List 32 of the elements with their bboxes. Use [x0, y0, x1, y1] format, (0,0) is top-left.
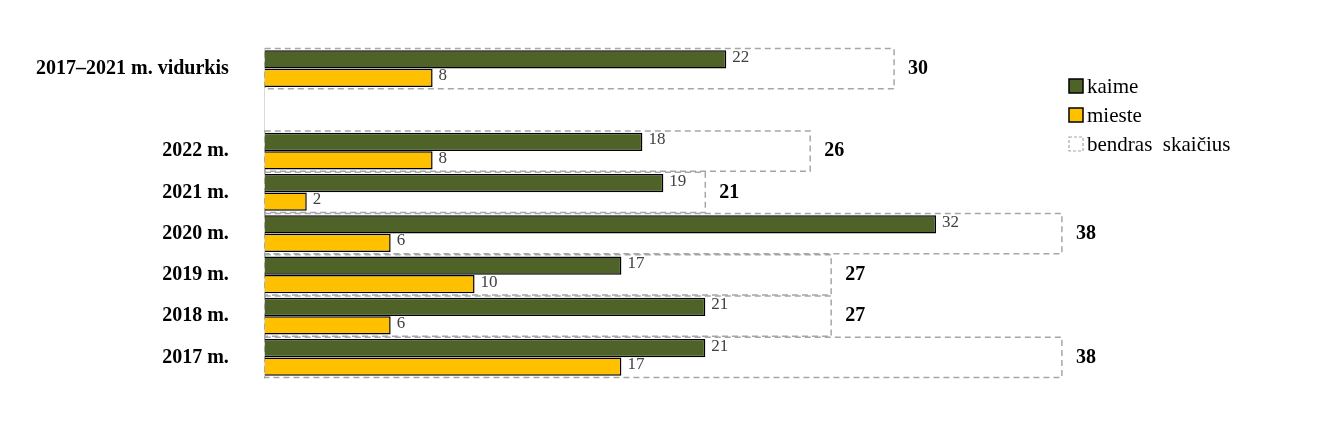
data-label: 38 [1075, 344, 1096, 367]
data-label: 27 [845, 262, 866, 285]
data-label: 8 [438, 65, 448, 85]
data-label: 19 [669, 170, 687, 190]
data-label: 6 [396, 312, 406, 332]
data-label: 38 [1075, 220, 1096, 243]
data-label: 21 [711, 294, 729, 314]
y-tick-label: 2017 m. [162, 344, 229, 367]
data-label: 8 [438, 147, 448, 167]
bar [264, 47, 895, 90]
data-label: 22 [732, 46, 750, 66]
data-label: 18 [648, 129, 666, 149]
data-label: 30 [908, 55, 929, 78]
data-label: 17 [627, 354, 645, 374]
data-label: 32 [942, 211, 960, 231]
data-label: 21 [711, 335, 729, 355]
data-label: 17 [627, 253, 645, 273]
data-label: 26 [824, 138, 845, 161]
legend-label: mieste [1087, 102, 1142, 127]
legend-label: kaime [1087, 73, 1139, 98]
y-tick-label: 2018 m. [162, 303, 229, 326]
y-tick-label: 2017–2021 m. vidurkis [35, 55, 230, 78]
y-tick-label: 2020 m. [162, 220, 229, 243]
data-label: 2 [312, 189, 322, 209]
y-tick-label: 2022 m. [162, 138, 229, 161]
y-tick-label: 2021 m. [162, 179, 229, 202]
data-label: 10 [480, 271, 498, 291]
y-tick-label: 2019 m. [162, 262, 229, 285]
data-label: 21 [719, 179, 740, 202]
data-label: 27 [845, 303, 866, 326]
data-label: 6 [396, 230, 406, 250]
legend-label: bendras skaičius [1087, 131, 1231, 156]
